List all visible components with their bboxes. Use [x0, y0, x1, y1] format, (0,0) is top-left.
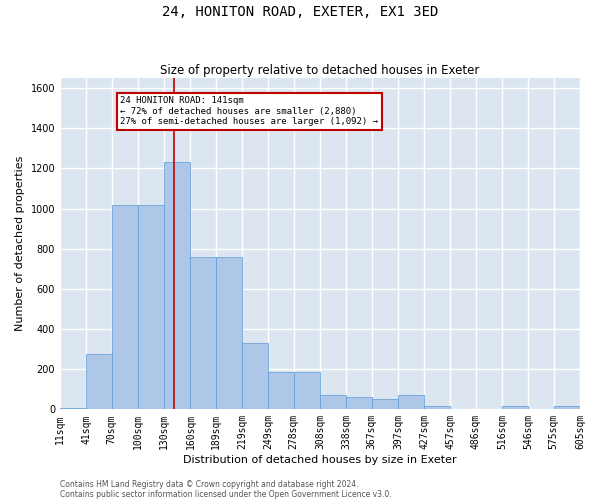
- Bar: [216, 257, 242, 410]
- Bar: [138, 204, 164, 410]
- Bar: [242, 343, 268, 409]
- Text: 24 HONITON ROAD: 141sqm
← 72% of detached houses are smaller (2,880)
27% of semi: 24 HONITON ROAD: 141sqm ← 72% of detache…: [121, 96, 379, 126]
- Bar: [398, 396, 424, 409]
- Y-axis label: Number of detached properties: Number of detached properties: [15, 156, 25, 332]
- Text: Contains HM Land Registry data © Crown copyright and database right 2024.
Contai: Contains HM Land Registry data © Crown c…: [60, 480, 392, 499]
- Bar: [502, 406, 529, 410]
- Bar: [268, 372, 294, 410]
- Bar: [86, 354, 112, 410]
- X-axis label: Distribution of detached houses by size in Exeter: Distribution of detached houses by size …: [183, 455, 457, 465]
- Bar: [424, 406, 451, 410]
- Bar: [294, 372, 320, 410]
- Bar: [112, 204, 138, 410]
- Text: 24, HONITON ROAD, EXETER, EX1 3ED: 24, HONITON ROAD, EXETER, EX1 3ED: [162, 5, 438, 19]
- Bar: [554, 406, 580, 410]
- Bar: [371, 400, 398, 409]
- Bar: [320, 396, 346, 409]
- Title: Size of property relative to detached houses in Exeter: Size of property relative to detached ho…: [160, 64, 480, 77]
- Bar: [346, 398, 371, 409]
- Bar: [190, 257, 216, 410]
- Bar: [164, 162, 190, 410]
- Bar: [60, 408, 86, 410]
